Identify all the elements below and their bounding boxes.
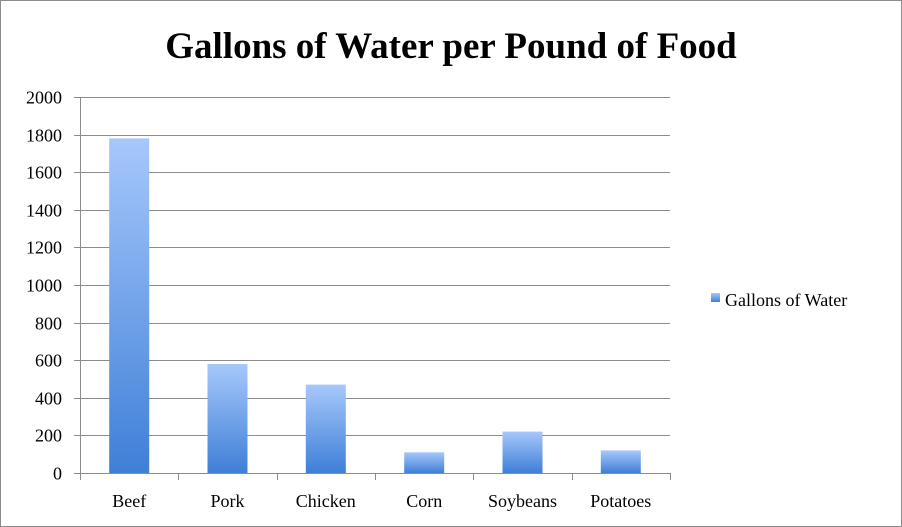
y-tick-label: 2000	[26, 88, 62, 108]
y-tick-label: 400	[35, 389, 62, 409]
x-category-label: Corn	[406, 491, 442, 511]
x-category-label: Soybeans	[488, 491, 557, 511]
bar-pork	[207, 364, 248, 473]
y-tick-label: 0	[53, 464, 62, 484]
bar-chicken	[305, 384, 346, 473]
y-tick-label: 1400	[26, 201, 62, 221]
bars	[109, 138, 641, 473]
y-tick-label: 1200	[26, 238, 62, 258]
y-tick-label: 600	[35, 351, 62, 371]
legend: Gallons of Water	[711, 290, 847, 310]
y-axis-ticks: 0 200 400 600 800 1000 1200 1400 1600 1800 2000	[26, 88, 62, 484]
bar-potatoes	[600, 450, 641, 473]
x-axis-labels: Beef Pork Chicken Corn Soybeans Potatoes	[112, 491, 651, 511]
x-category-label: Pork	[210, 491, 244, 511]
y-tick-label: 1000	[26, 276, 62, 296]
y-tick-label: 1600	[26, 163, 62, 183]
y-tick-label: 800	[35, 314, 62, 334]
gridlines	[74, 97, 671, 480]
legend-swatch	[711, 293, 720, 302]
legend-label: Gallons of Water	[725, 290, 847, 310]
y-tick-label: 200	[35, 426, 62, 446]
x-category-label: Potatoes	[590, 491, 651, 511]
bar-soybeans	[502, 431, 543, 473]
x-category-label: Beef	[112, 491, 146, 511]
y-tick-label: 1800	[26, 126, 62, 146]
chart-title: Gallons of Water per Pound of Food	[165, 26, 737, 67]
bar-corn	[404, 452, 445, 473]
x-category-label: Chicken	[296, 491, 356, 511]
bar-beef	[109, 138, 150, 473]
